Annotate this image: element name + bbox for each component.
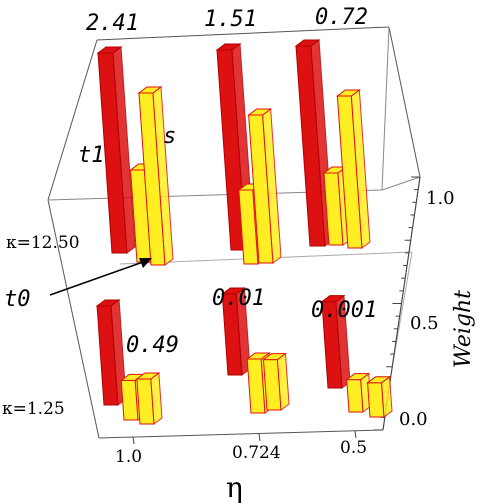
bar-yellow (322, 166, 352, 246)
bar-yellow (261, 352, 290, 411)
bars-group (95, 39, 393, 425)
eta-axis: 1.0 0.724 0.5 η (115, 430, 367, 503)
back-row-value-annotation: 2.41 (86, 11, 139, 36)
weight-tick-label-05: 0.5 (410, 313, 439, 334)
back-row-value-annotation: 0.72 (315, 5, 368, 30)
eta-tick-label: 1.0 (115, 447, 142, 467)
eta-tick (132, 436, 135, 445)
eta-axis-label: η (226, 471, 243, 503)
bar-yellow (135, 372, 163, 425)
bar-yellow (247, 108, 282, 264)
eta-tick-label: 0.724 (232, 443, 281, 463)
bar-yellow (366, 375, 393, 418)
kappa-label-back: κ=12.50 (6, 233, 80, 253)
weight-axis-label: Weight (451, 290, 476, 368)
eta-tick-label: 0.5 (340, 438, 367, 458)
bar-red (320, 294, 351, 389)
front-row-value-annotation: 0.01 (212, 286, 265, 311)
series-label-t1: t1 (78, 143, 105, 168)
bar-yellow (335, 89, 371, 249)
bar-yellow (345, 372, 372, 413)
eta-tick (258, 433, 261, 442)
weight-tick-label-0: 0.0 (399, 409, 428, 430)
front-row-value-annotation: 0.49 (126, 333, 179, 358)
series-label-s: s (163, 124, 176, 149)
bar-red (220, 287, 251, 376)
weight-tick-label-1: 1.0 (426, 188, 455, 209)
t0-arrow (49, 258, 152, 296)
bar-red (96, 46, 136, 254)
kappa-label-front: κ=1.25 (2, 399, 65, 419)
series-label-t0: t0 (4, 287, 31, 312)
bar-red (95, 299, 127, 406)
back-row-value-annotation: 1.51 (204, 7, 257, 32)
weight-axis: 1.0 0.5 0.0 Weight (374, 176, 476, 431)
eta-tick (354, 430, 357, 439)
bar-yellow (137, 86, 174, 266)
front-row-value-annotation: 0.001 (311, 298, 377, 323)
